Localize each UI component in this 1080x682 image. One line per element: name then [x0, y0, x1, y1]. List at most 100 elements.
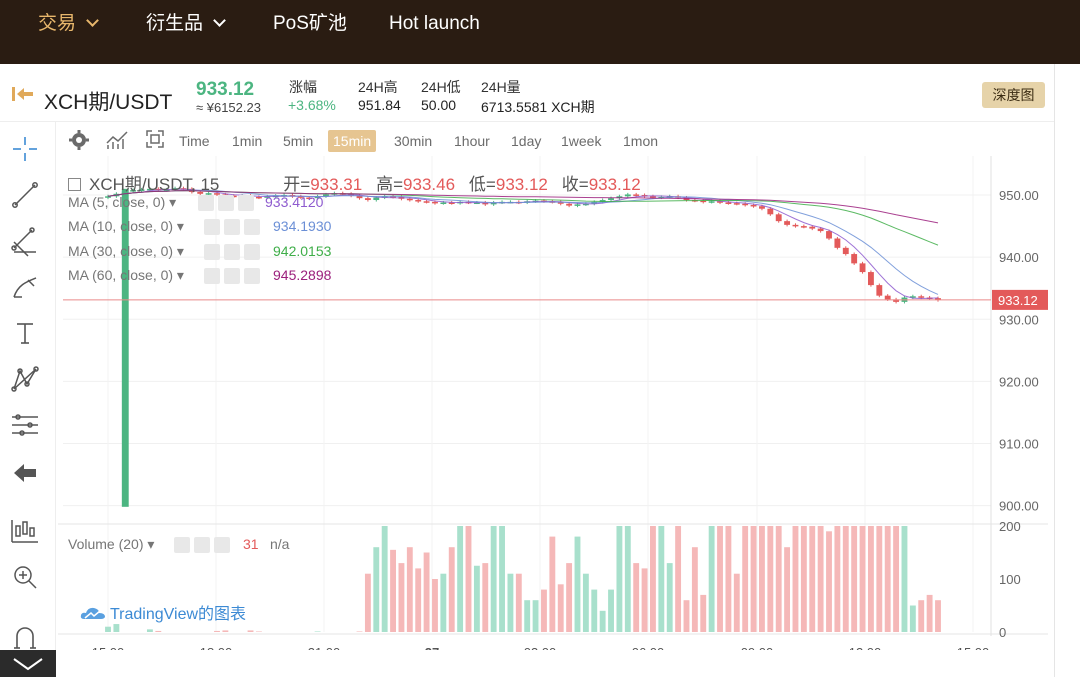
collapse-legend-icon[interactable] — [68, 178, 81, 191]
ma5-label: MA (5, close, 0) — [68, 194, 166, 210]
volume-bar — [809, 526, 816, 632]
candle-body — [574, 204, 581, 206]
interval-1mon[interactable]: 1mon — [623, 133, 659, 149]
volume-bar — [775, 526, 782, 632]
close-icon[interactable] — [214, 537, 230, 553]
ma30-buttons[interactable] — [204, 244, 264, 260]
candles-icon[interactable] — [8, 514, 42, 548]
volume-buttons[interactable] — [174, 537, 234, 553]
candle-body — [650, 196, 656, 198]
gear-icon[interactable] — [224, 219, 240, 235]
collapse-left-icon[interactable] — [12, 86, 34, 102]
measure-icon[interactable] — [8, 408, 42, 442]
eye-icon[interactable] — [174, 537, 190, 553]
toolbar-collapse-tab[interactable] — [0, 650, 56, 677]
candle-body — [373, 197, 380, 201]
candle-body — [700, 200, 707, 203]
nav-derivatives[interactable]: 衍生品 — [146, 12, 226, 36]
time-tick-label: 15:00 — [957, 645, 990, 650]
volume-bar — [767, 526, 774, 632]
candle-body — [364, 198, 371, 201]
price-chart[interactable]: 950.00 940.00 930.00 920.00 910.00 900.00 15:0… — [58, 156, 1048, 650]
candle-body — [473, 202, 480, 205]
cny-price: ≈ ¥6152.23 — [196, 100, 261, 115]
ma60-buttons[interactable] — [204, 268, 264, 284]
depth-chart-button[interactable]: 深度图 — [982, 82, 1045, 108]
ma10-buttons[interactable] — [204, 219, 264, 235]
nav-trade[interactable]: 交易 — [38, 12, 99, 36]
interval-time[interactable]: Time — [179, 133, 210, 149]
nav-pos-pool[interactable]: PoS矿池 — [273, 13, 347, 34]
low-value: 50.00 — [421, 97, 457, 113]
chart-pane[interactable]: 950.00 940.00 930.00 920.00 910.00 900.00 15:0… — [58, 156, 1048, 650]
ma5-buttons[interactable] — [198, 195, 258, 211]
candle-body — [390, 196, 396, 198]
ma10-value: 934.1930 — [273, 218, 332, 234]
fullscreen-icon[interactable] — [145, 129, 165, 149]
candle-body — [909, 296, 916, 298]
interval-1min[interactable]: 1min — [232, 133, 263, 149]
volume-bar — [113, 624, 120, 632]
eye-icon[interactable] — [198, 195, 214, 211]
candle-body — [482, 202, 489, 205]
indicators-icon[interactable] — [105, 129, 129, 151]
close-icon[interactable] — [244, 244, 260, 260]
trend-line-icon[interactable] — [8, 178, 42, 212]
legend-low: 933.12 — [495, 175, 548, 194]
volume-bar — [909, 605, 916, 632]
crosshair-icon[interactable] — [8, 132, 42, 166]
price-tick-label: 930.00 — [999, 312, 1039, 327]
settings-gear-icon[interactable] — [68, 129, 90, 151]
volume-bar — [616, 526, 623, 632]
brush-icon[interactable] — [8, 270, 42, 304]
interval-30min[interactable]: 30min — [394, 133, 433, 149]
volume-bar — [507, 573, 514, 632]
volume-bar — [742, 526, 749, 632]
price-tick-label: 900.00 — [999, 499, 1039, 514]
candle-body — [876, 285, 883, 296]
volume-bar — [222, 630, 229, 632]
magnet-icon[interactable] — [8, 620, 42, 654]
close-icon[interactable] — [238, 195, 254, 211]
eye-icon[interactable] — [204, 268, 220, 284]
gear-icon[interactable] — [194, 537, 210, 553]
back-arrow-icon[interactable] — [8, 456, 42, 490]
legend-ma10: MA (10, close, 0) ▾ — [68, 218, 184, 234]
interval-1week[interactable]: 1week — [561, 133, 602, 149]
tradingview-brand[interactable]: TradingView的图表 — [80, 600, 246, 624]
interval-1hour[interactable]: 1hour — [454, 133, 490, 149]
volume-bar — [482, 563, 489, 632]
interval-15min[interactable]: 15min — [328, 130, 377, 152]
pattern-icon[interactable] — [8, 362, 42, 396]
volume-bar — [608, 589, 614, 632]
candle-body — [767, 208, 774, 215]
last-price-label: 933.12 — [998, 293, 1038, 308]
eye-icon[interactable] — [204, 244, 220, 260]
close-icon[interactable] — [244, 268, 260, 284]
top-navigation: 交易 衍生品 PoS矿池 Hot launch — [0, 0, 1080, 64]
fib-icon[interactable] — [8, 224, 42, 258]
eye-icon[interactable] — [204, 219, 220, 235]
candle-body — [893, 299, 900, 302]
volume-bar — [842, 526, 849, 632]
volume-bar — [666, 563, 673, 632]
gear-icon[interactable] — [218, 195, 234, 211]
candle-body — [163, 189, 170, 191]
volume-bar — [423, 552, 430, 632]
nav-hot-launch[interactable]: Hot launch — [389, 13, 480, 34]
close-icon[interactable] — [244, 219, 260, 235]
zoom-in-icon[interactable] — [8, 560, 42, 594]
interval-5min[interactable]: 5min — [283, 133, 314, 149]
gear-icon[interactable] — [224, 244, 240, 260]
nav-derivatives-label: 衍生品 — [146, 13, 204, 34]
text-icon[interactable] — [8, 316, 42, 350]
candle-body — [733, 203, 740, 205]
gear-icon[interactable] — [224, 268, 240, 284]
candle-body — [935, 298, 941, 301]
drawing-toolbar — [0, 122, 56, 677]
price-tick-label: 940.00 — [999, 250, 1039, 265]
volume-bar — [541, 589, 547, 632]
interval-1day[interactable]: 1day — [511, 133, 542, 149]
legend-ma60: MA (60, close, 0) ▾ — [68, 267, 184, 283]
volume-bar — [784, 547, 791, 632]
